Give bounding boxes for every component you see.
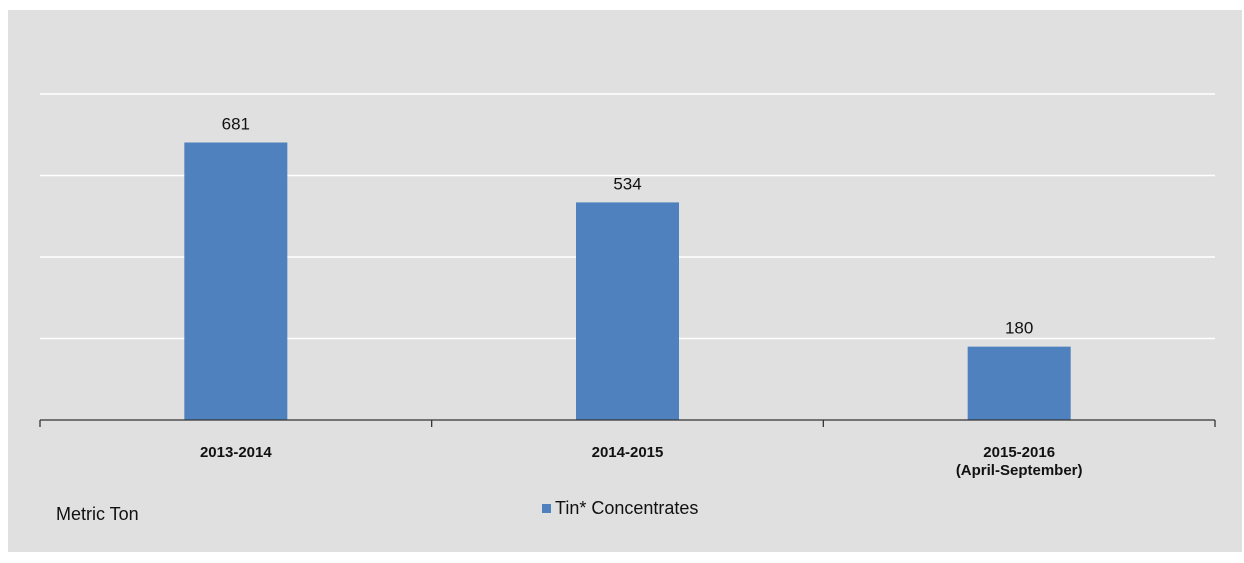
bar-chart: 681 534 180 2013-2014 2014-2015 2015-2016 (Apr… (39, 93, 1216, 479)
chart-panel: 681 534 180 2013-2014 2014-2015 2015-2016 (Apr… (8, 10, 1242, 552)
data-label: 180 (1005, 319, 1033, 338)
x-tick-label: 2014-2015 (592, 444, 664, 461)
x-tick-label: 2015-2016 (April-September) (956, 444, 1083, 479)
x-tick-label: 2013-2014 (200, 444, 272, 461)
bar (184, 142, 288, 420)
bar (967, 346, 1071, 420)
data-label: 681 (222, 114, 250, 133)
bar (576, 202, 679, 420)
data-label: 534 (613, 174, 641, 193)
legend: Tin* Concentrates (542, 498, 698, 519)
legend-label: Tin* Concentrates (555, 498, 699, 518)
y-axis-unit-label: Metric Ton (56, 504, 139, 524)
legend-swatch (542, 504, 551, 513)
